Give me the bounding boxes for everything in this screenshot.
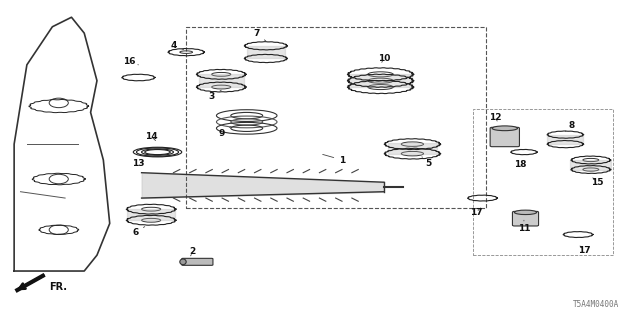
- Text: FR.: FR.: [49, 282, 67, 292]
- Bar: [473, 109, 613, 255]
- Text: 13: 13: [132, 159, 145, 168]
- Text: 4: 4: [170, 41, 184, 50]
- Text: 17: 17: [470, 208, 483, 217]
- Text: 12: 12: [489, 113, 502, 122]
- Text: 15: 15: [591, 178, 604, 187]
- Text: 16: 16: [123, 57, 138, 66]
- Text: 9: 9: [218, 127, 231, 138]
- FancyBboxPatch shape: [490, 127, 520, 147]
- Text: 1: 1: [323, 155, 346, 164]
- Bar: [186, 27, 486, 208]
- Text: 17: 17: [578, 246, 591, 255]
- Text: 5: 5: [422, 157, 431, 168]
- Text: 14: 14: [145, 132, 157, 141]
- Text: 8: 8: [565, 121, 575, 132]
- Text: 10: 10: [378, 54, 390, 63]
- Text: 3: 3: [209, 90, 221, 101]
- Ellipse shape: [492, 126, 518, 131]
- Ellipse shape: [515, 210, 537, 215]
- Text: 18: 18: [515, 160, 527, 169]
- Text: 6: 6: [132, 227, 145, 237]
- FancyBboxPatch shape: [513, 212, 539, 226]
- Text: T5A4M0400A: T5A4M0400A: [573, 300, 620, 309]
- Text: 7: 7: [253, 28, 266, 41]
- Text: 2: 2: [189, 247, 196, 257]
- Text: 11: 11: [518, 220, 530, 233]
- Ellipse shape: [180, 259, 186, 265]
- FancyBboxPatch shape: [182, 258, 213, 265]
